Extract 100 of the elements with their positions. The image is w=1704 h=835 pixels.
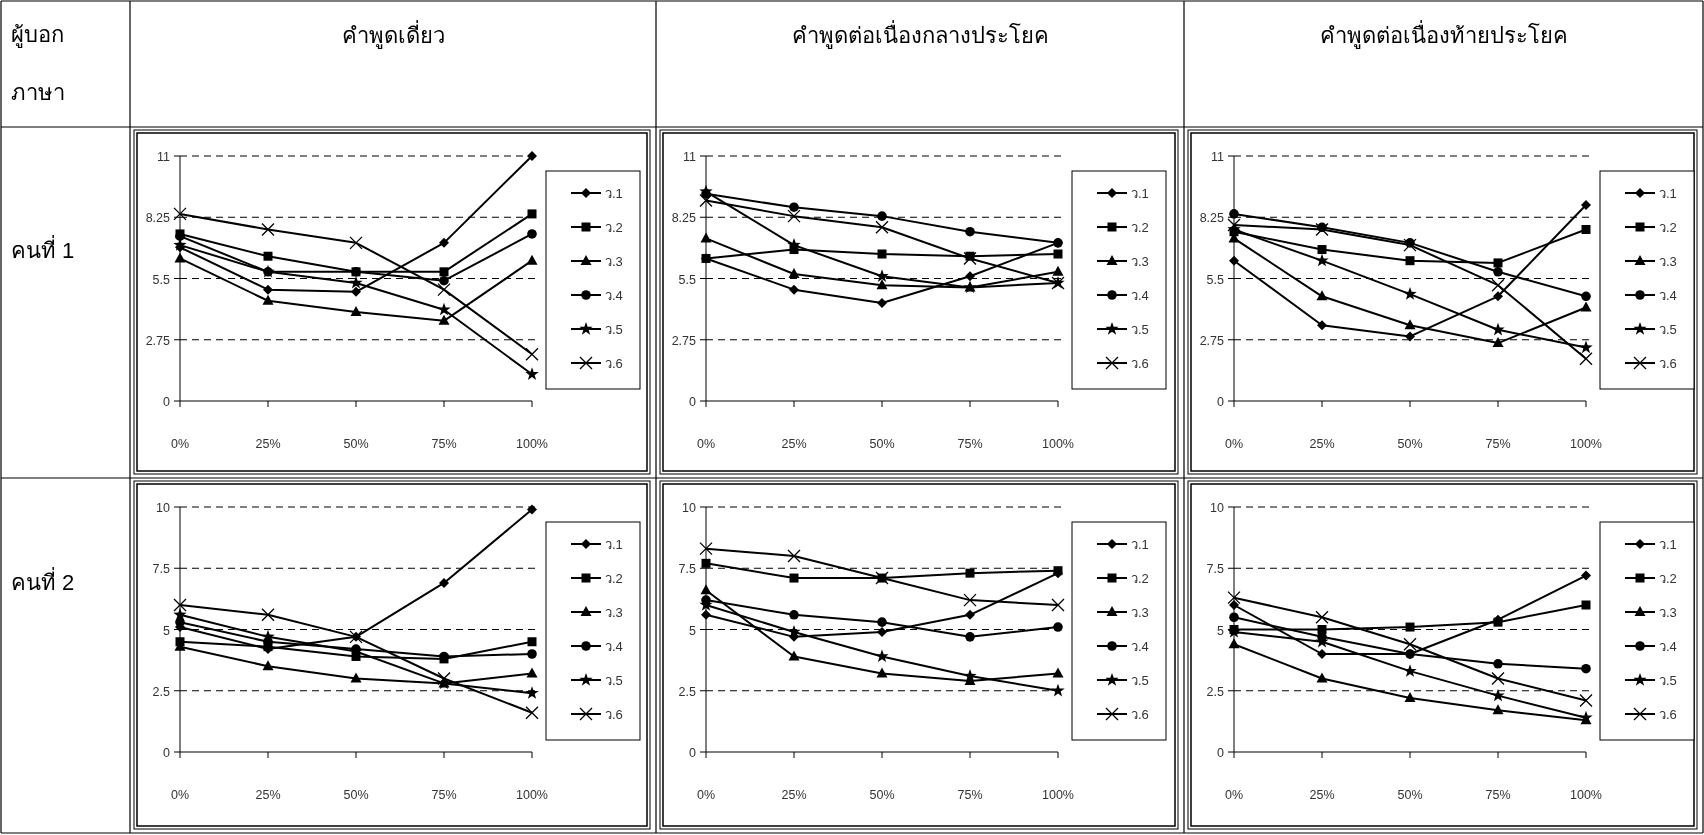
x-tick-label: 75%	[431, 437, 457, 451]
x-tick-label: 100%	[516, 437, 548, 451]
x-tick-label: 0%	[170, 437, 190, 451]
y-tick-label: 5	[689, 623, 697, 638]
x-tick-label: 50%	[869, 437, 895, 451]
y-tick-label: 7.5	[152, 562, 171, 577]
y-tick-label: 5.5	[678, 272, 697, 287]
x-tick-label: 25%	[1309, 437, 1335, 451]
x-tick-label: 100%	[1042, 437, 1074, 451]
text: ภาษา	[11, 80, 65, 105]
legend-label: ว.1	[1131, 186, 1149, 201]
legend-label: ว.6	[1131, 707, 1149, 722]
x-tick-label: 75%	[1485, 788, 1511, 802]
legend-label: ว.5	[605, 673, 623, 688]
y-tick-label: 10	[156, 501, 171, 515]
legend-label: ว.3	[605, 605, 623, 620]
legend-label: ว.4	[605, 288, 623, 303]
legend-label: ว.6	[605, 356, 623, 371]
y-tick-label: 2.75	[671, 333, 697, 348]
legend-label: ว.4	[1131, 288, 1149, 303]
legend-label: ว.5	[1131, 673, 1149, 688]
y-tick-label: 0	[1217, 395, 1225, 409]
legend-label: ว.6	[1131, 356, 1149, 371]
y-tick-label: 5.5	[1206, 272, 1225, 287]
x-tick-label: 50%	[343, 437, 369, 451]
y-tick-label: 11	[683, 150, 697, 164]
legend-label: ว.1	[1659, 186, 1677, 201]
y-tick-label: 0	[163, 395, 171, 409]
x-tick-label: 0%	[170, 788, 190, 802]
legend-label: ว.2	[1659, 220, 1677, 235]
y-tick-label: 5	[1217, 623, 1225, 638]
y-tick-label: 2.75	[1199, 333, 1225, 348]
x-tick-label: 25%	[781, 788, 807, 802]
legend-label: ว.3	[1131, 605, 1149, 620]
y-tick-label: 11	[157, 150, 171, 164]
legend-label: ว.2	[1131, 571, 1149, 586]
chart-title: คำพูดต่อเนื่องกลางประโยค	[791, 20, 1049, 49]
y-tick-label: 2.5	[1206, 684, 1225, 699]
legend-label: ว.4	[1131, 639, 1149, 654]
x-tick-label: 50%	[1397, 437, 1423, 451]
legend-label: ว.3	[1659, 254, 1677, 269]
legend-label: ว.1	[605, 537, 623, 552]
legend-label: ว.1	[605, 186, 623, 201]
legend-label: ว.5	[605, 322, 623, 337]
y-tick-label: 8.25	[671, 211, 697, 226]
y-tick-label: 0	[689, 746, 697, 760]
legend-label: ว.5	[1659, 673, 1677, 688]
legend-label: ว.3	[605, 254, 623, 269]
legend-label: ว.3	[1131, 254, 1149, 269]
legend-label: ว.6	[1659, 707, 1677, 722]
x-tick-label: 100%	[1042, 788, 1074, 802]
x-tick-label: 50%	[869, 788, 895, 802]
x-tick-label: 0%	[1224, 788, 1244, 802]
chart-title: คำพูดเดี่ยว	[341, 20, 445, 49]
y-tick-label: 5	[163, 623, 171, 638]
legend-label: ว.2	[1659, 571, 1677, 586]
y-tick-label: 0	[1217, 746, 1225, 760]
legend-label: ว.2	[605, 571, 623, 586]
y-tick-label: 10	[1210, 501, 1225, 515]
chart-title: คำพูดต่อเนื่องท้ายประโยค	[1319, 20, 1568, 49]
y-tick-label: 7.5	[1206, 562, 1225, 577]
x-tick-label: 50%	[343, 788, 369, 802]
text: คนที่ 2	[11, 567, 75, 595]
y-tick-label: 5.5	[152, 272, 171, 287]
x-tick-label: 0%	[696, 788, 716, 802]
legend-label: ว.2	[605, 220, 623, 235]
x-tick-label: 100%	[1570, 788, 1602, 802]
y-tick-label: 8.25	[145, 211, 171, 226]
y-tick-label: 10	[682, 501, 697, 515]
y-tick-label: 7.5	[678, 562, 697, 577]
x-tick-label: 50%	[1397, 788, 1423, 802]
legend-label: ว.2	[1131, 220, 1149, 235]
x-tick-label: 25%	[255, 788, 281, 802]
legend-label: ว.4	[1659, 639, 1677, 654]
y-tick-label: 0	[163, 746, 171, 760]
text: ผู้บอก	[11, 22, 64, 48]
x-tick-label: 0%	[1224, 437, 1244, 451]
x-tick-label: 75%	[1485, 437, 1511, 451]
legend-label: ว.1	[1131, 537, 1149, 552]
x-tick-label: 75%	[431, 788, 457, 802]
x-tick-label: 25%	[781, 437, 807, 451]
y-tick-label: 2.75	[145, 333, 171, 348]
legend-label: ว.1	[1659, 537, 1677, 552]
legend-label: ว.5	[1131, 322, 1149, 337]
y-tick-label: 0	[689, 395, 697, 409]
y-tick-label: 11	[1211, 150, 1225, 164]
text: คนที่ 1	[11, 235, 75, 263]
y-tick-label: 2.5	[152, 684, 171, 699]
legend-label: ว.4	[605, 639, 623, 654]
legend-label: ว.6	[1659, 356, 1677, 371]
x-tick-label: 75%	[957, 788, 983, 802]
legend-label: ว.3	[1659, 605, 1677, 620]
x-tick-label: 100%	[516, 788, 548, 802]
x-tick-label: 100%	[1570, 437, 1602, 451]
y-tick-label: 8.25	[1199, 211, 1225, 226]
legend-label: ว.4	[1659, 288, 1677, 303]
y-tick-label: 2.5	[678, 684, 697, 699]
x-tick-label: 25%	[1309, 788, 1335, 802]
x-tick-label: 75%	[957, 437, 983, 451]
legend-label: ว.5	[1659, 322, 1677, 337]
